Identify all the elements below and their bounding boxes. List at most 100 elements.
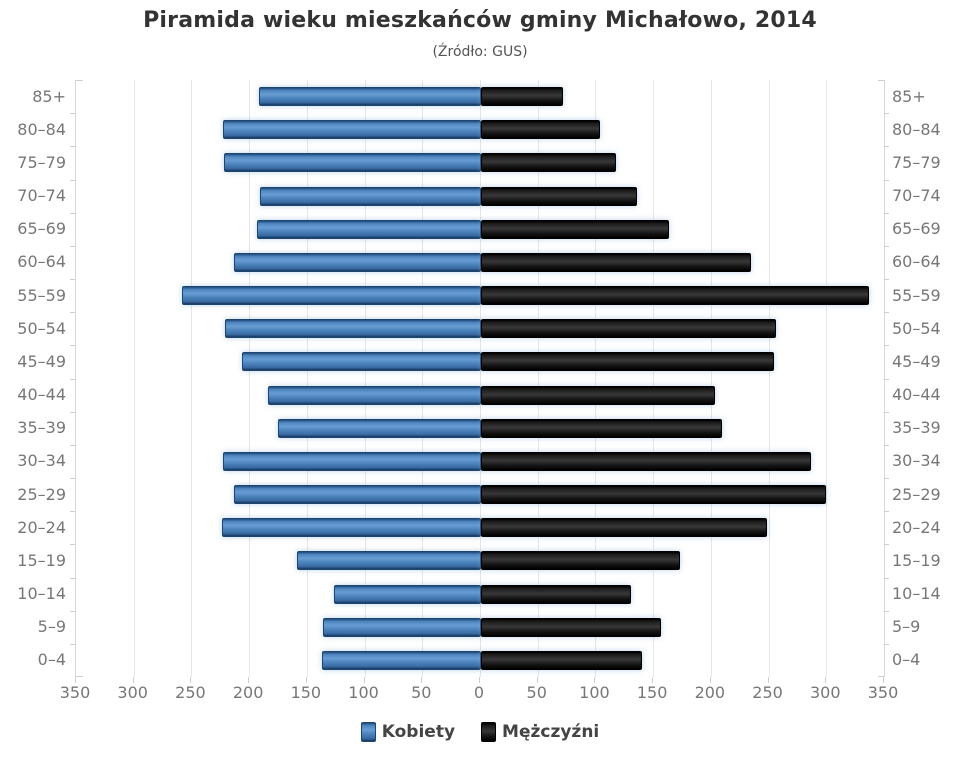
bar-women-50–54[interactable] <box>225 319 481 339</box>
bar-men-35–39[interactable] <box>481 418 722 438</box>
y-axis-label: 60–64 <box>892 252 941 272</box>
x-axis-label: 0 <box>473 683 485 702</box>
axis-corner <box>76 80 83 81</box>
bar-men-80–84[interactable] <box>481 120 600 140</box>
bar-men-70–74[interactable] <box>481 186 637 206</box>
bar-women-0–4[interactable] <box>322 650 481 670</box>
y-axis-label: 5–9 <box>892 617 921 637</box>
bar-women-65–69[interactable] <box>257 219 481 239</box>
y-axis-tick <box>884 411 889 413</box>
bar-women-5–9[interactable] <box>323 617 481 637</box>
bar-women-60–64[interactable] <box>234 252 481 272</box>
y-axis-label: 45–49 <box>892 351 941 371</box>
x-axis-tick <box>363 677 365 683</box>
y-axis-tick <box>70 146 75 148</box>
y-axis-tick <box>70 212 75 214</box>
y-axis-label: 35–39 <box>17 418 66 438</box>
bar-women-25–29[interactable] <box>234 485 481 505</box>
chart-subtitle: (Źródło: GUS) <box>432 44 528 60</box>
bar-men-60–64[interactable] <box>481 252 751 272</box>
bar-men-40–44[interactable] <box>481 385 715 405</box>
legend-label: Mężczyźni <box>502 722 600 742</box>
bar-women-75–79[interactable] <box>223 153 481 173</box>
bar-women-20–24[interactable] <box>221 518 481 538</box>
bar-women-80–84[interactable] <box>222 120 481 140</box>
y-axis-label: 15–19 <box>892 550 941 570</box>
bar-men-25–29[interactable] <box>481 485 826 505</box>
x-axis-tick <box>536 677 538 683</box>
bar-women-15–19[interactable] <box>296 551 481 571</box>
gridline <box>133 80 135 677</box>
y-axis-label: 0–4 <box>892 650 921 670</box>
legend-swatch-icon <box>360 722 376 742</box>
bar-men-30–34[interactable] <box>481 451 811 471</box>
y-axis-tick <box>884 345 889 347</box>
x-axis-tick <box>825 677 827 683</box>
x-axis-tick <box>132 677 134 683</box>
bar-men-50–54[interactable] <box>481 319 777 339</box>
bar-men-20–24[interactable] <box>481 518 767 538</box>
bar-men-85+[interactable] <box>481 87 563 107</box>
bar-men-15–19[interactable] <box>481 551 681 571</box>
x-axis-label: 350 <box>59 683 91 702</box>
legend-item-kobiety[interactable]: Kobiety <box>360 722 455 742</box>
y-axis-tick <box>70 544 75 546</box>
y-axis-tick <box>884 378 889 380</box>
x-axis-label: 350 <box>867 683 899 702</box>
y-axis-label: 85+ <box>892 86 926 106</box>
y-axis-tick <box>70 312 75 314</box>
y-axis-label: 70–74 <box>892 186 941 206</box>
bar-women-40–44[interactable] <box>267 385 481 405</box>
bar-women-55–59[interactable] <box>182 286 481 306</box>
y-axis-tick <box>884 245 889 247</box>
gridline <box>710 80 712 677</box>
gridline <box>306 80 308 677</box>
bar-women-10–14[interactable] <box>333 584 481 604</box>
y-axis-tick <box>70 345 75 347</box>
y-axis-tick <box>884 212 889 214</box>
gridline <box>537 80 539 677</box>
y-axis-tick <box>70 478 75 479</box>
gridline <box>653 80 655 677</box>
y-axis-tick <box>884 544 889 546</box>
bar-men-55–59[interactable] <box>481 286 869 306</box>
bar-men-65–69[interactable] <box>481 219 669 239</box>
x-axis-tick <box>709 677 711 683</box>
x-axis-label: 250 <box>175 683 206 702</box>
y-axis-tick <box>70 577 75 579</box>
y-axis-tick <box>70 444 75 446</box>
gridline <box>768 80 770 677</box>
y-axis-label: 20–24 <box>892 517 941 537</box>
x-axis-tick <box>248 677 250 683</box>
bar-women-70–74[interactable] <box>259 186 481 206</box>
legend: Kobiety Mężczyźni <box>0 722 960 742</box>
y-axis-label: 40–44 <box>17 385 66 405</box>
bar-men-75–79[interactable] <box>481 153 616 173</box>
x-axis-tick <box>305 677 307 683</box>
bar-women-85+[interactable] <box>258 87 481 107</box>
bar-women-45–49[interactable] <box>242 352 481 372</box>
axis-corner <box>878 80 885 81</box>
bar-women-35–39[interactable] <box>278 418 481 438</box>
y-axis-tick <box>884 478 889 479</box>
gridline <box>826 80 828 677</box>
x-axis-label: 200 <box>694 683 726 702</box>
legend-item-mezczyzni[interactable]: Mężczyźni <box>481 722 599 742</box>
y-axis-label: 75–79 <box>17 152 66 172</box>
y-axis-label: 80–84 <box>17 119 66 139</box>
x-axis-tick <box>652 677 654 683</box>
x-axis-label: 150 <box>636 683 668 702</box>
bar-men-0–4[interactable] <box>481 650 643 670</box>
x-axis-label: 250 <box>752 683 783 702</box>
y-axis-label: 40–44 <box>892 385 941 405</box>
bar-men-10–14[interactable] <box>481 584 631 604</box>
y-axis-tick <box>70 179 75 181</box>
x-axis-tick <box>767 677 769 683</box>
y-axis-label: 55–59 <box>17 285 66 305</box>
bar-women-30–34[interactable] <box>222 451 481 471</box>
y-axis-tick <box>70 643 75 645</box>
gridline <box>364 80 366 677</box>
bar-men-45–49[interactable] <box>481 352 774 372</box>
legend-swatch-icon <box>481 722 497 742</box>
bar-men-5–9[interactable] <box>481 617 661 637</box>
